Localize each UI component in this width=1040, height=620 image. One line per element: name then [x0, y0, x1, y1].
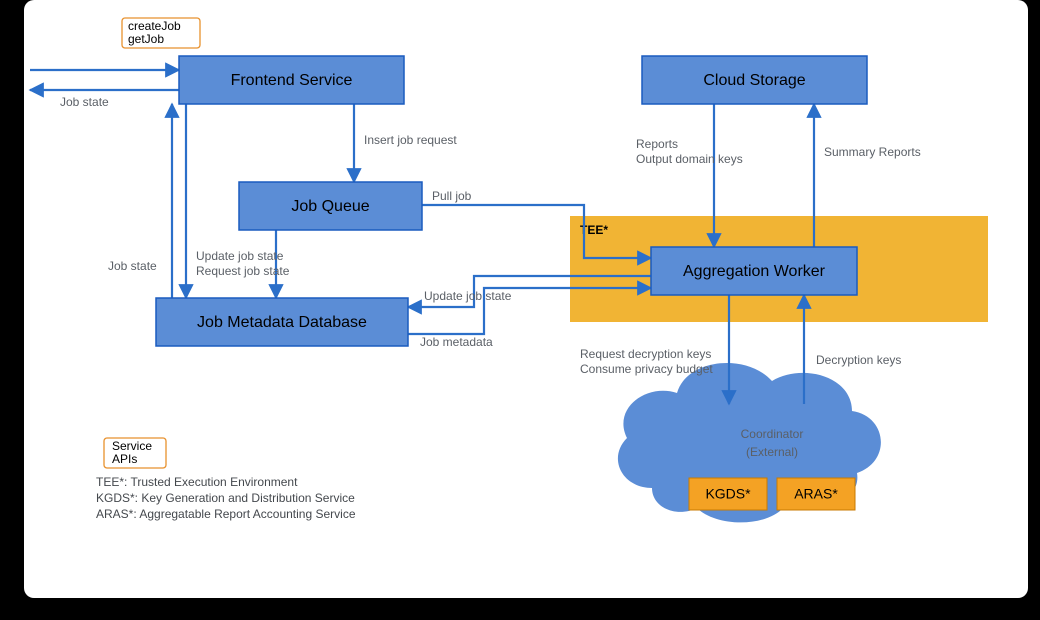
- svg-text:Job Metadata Database: Job Metadata Database: [197, 314, 367, 331]
- jobmeta-node: Job Metadata Database: [156, 298, 408, 346]
- cloudstore-node: Cloud Storage: [642, 56, 867, 104]
- svg-text:APIs: APIs: [112, 452, 137, 466]
- svg-text:Job state: Job state: [60, 95, 109, 109]
- svg-text:KGDS*: KGDS*: [705, 486, 751, 502]
- svg-text:Cloud Storage: Cloud Storage: [703, 72, 805, 89]
- aras-box: ARAS*: [777, 478, 855, 510]
- svg-text:Consume privacy budget: Consume privacy budget: [580, 362, 713, 376]
- svg-text:Decryption keys: Decryption keys: [816, 353, 901, 367]
- svg-text:(External): (External): [746, 445, 798, 459]
- coordinator-title: Coordinator: [741, 427, 804, 441]
- svg-text:Output domain keys: Output domain keys: [636, 152, 743, 166]
- frontend-node: Frontend Service: [179, 56, 404, 104]
- svg-text:Job metadata: Job metadata: [420, 335, 493, 349]
- svg-text:Service: Service: [112, 439, 152, 453]
- kgds-box: KGDS*: [689, 478, 767, 510]
- svg-text:ARAS*: Aggregatable Report Acc: ARAS*: Aggregatable Report Accounting Se…: [96, 507, 356, 521]
- svg-text:Update job state: Update job state: [424, 289, 512, 303]
- svg-text:KGDS*: Key Generation and Dist: KGDS*: Key Generation and Distribution S…: [96, 491, 355, 505]
- svg-text:Aggregation Worker: Aggregation Worker: [683, 263, 826, 280]
- svg-text:createJob: createJob: [128, 19, 181, 33]
- svg-text:Request job state: Request job state: [196, 264, 290, 278]
- svg-text:Reports: Reports: [636, 137, 678, 151]
- svg-text:Job state: Job state: [108, 259, 157, 273]
- svg-text:ARAS*: ARAS*: [794, 486, 838, 502]
- aggworker-node: Aggregation Worker: [651, 247, 857, 295]
- svg-text:Insert job request: Insert job request: [364, 133, 457, 147]
- diagram-canvas: TEE*Coordinator(External)KGDS*ARAS*Front…: [0, 0, 1040, 620]
- svg-text:TEE*: Trusted Execution Enviro: TEE*: Trusted Execution Environment: [96, 475, 298, 489]
- card: TEE*Coordinator(External)KGDS*ARAS*Front…: [24, 0, 1028, 598]
- svg-text:Pull job: Pull job: [432, 189, 472, 203]
- svg-text:Frontend Service: Frontend Service: [231, 72, 353, 89]
- svg-text:Job Queue: Job Queue: [291, 198, 369, 215]
- svg-text:Summary Reports: Summary Reports: [824, 145, 921, 159]
- svg-text:Update job state: Update job state: [196, 249, 284, 263]
- diagram-svg: TEE*Coordinator(External)KGDS*ARAS*Front…: [24, 0, 1028, 598]
- svg-text:Request decryption keys: Request decryption keys: [580, 347, 711, 361]
- svg-text:getJob: getJob: [128, 32, 164, 46]
- jobqueue-node: Job Queue: [239, 182, 422, 230]
